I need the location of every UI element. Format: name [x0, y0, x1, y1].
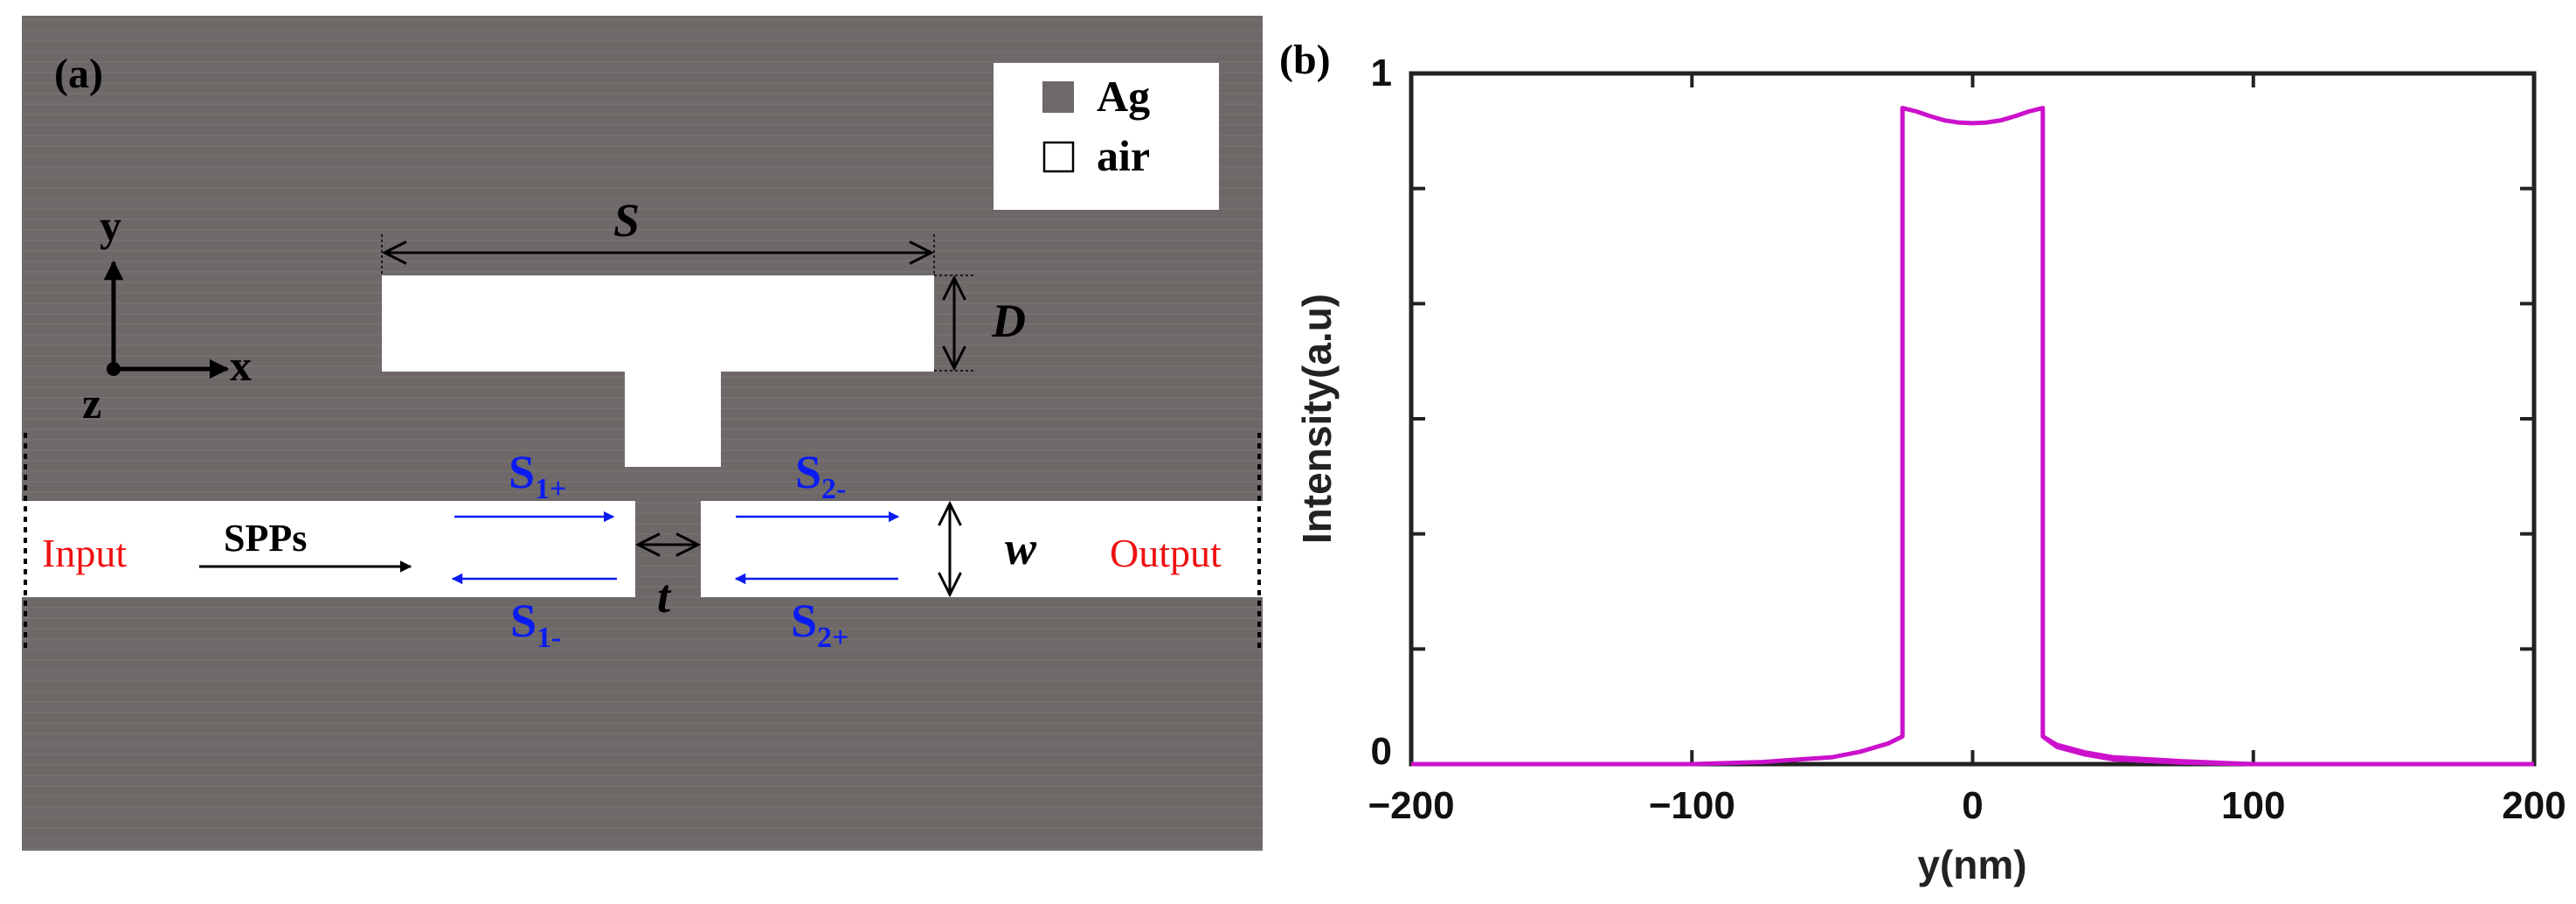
panel-b-label: (b) — [1279, 37, 1331, 83]
axis-ticks — [1409, 72, 2536, 766]
x-tick-label: 100 — [2221, 784, 2285, 827]
stub-resonator-top — [382, 275, 934, 372]
legend: Ag air — [994, 63, 1219, 210]
s-label: S — [613, 194, 640, 247]
y-axis-label: y — [100, 201, 121, 250]
z-axis-dot — [107, 362, 121, 376]
y-tick-label: 0 — [1371, 730, 1392, 773]
s2-minus-label: S2- — [795, 446, 846, 505]
t-label: t — [657, 570, 672, 622]
legend-ag-label: Ag — [1097, 72, 1150, 121]
x-tick-label: 200 — [2502, 784, 2566, 827]
tick-labels: −200 −100 0 100 200 0 1 — [1368, 52, 2566, 827]
legend-box — [994, 63, 1219, 210]
panel-a-label: (a) — [54, 51, 103, 97]
z-axis-label: z — [82, 379, 101, 428]
x-tick-label: 0 — [1962, 784, 1983, 827]
intensity-line-1 — [1411, 106, 2534, 767]
series-lines — [1411, 106, 2534, 767]
s2-plus-label: S2+ — [791, 595, 848, 654]
w-label: w — [1005, 522, 1037, 574]
x-tick-label: −100 — [1649, 784, 1735, 827]
coordinate-axes: y x z — [82, 201, 252, 428]
y-axis-title: Intensity(a.u) — [1294, 294, 1340, 544]
dimension-t: t — [638, 545, 698, 622]
dimension-w: w — [950, 504, 1037, 595]
s1-minus-label: S1- — [510, 595, 561, 654]
dimension-d: D — [934, 275, 1026, 372]
d-label: D — [991, 295, 1026, 347]
spps-label: SPPs — [224, 517, 307, 560]
dimension-s: S — [381, 194, 935, 275]
legend-air-swatch — [1042, 141, 1075, 173]
panel-b: (b) −200 −100 0 100 200 0 1 y(nm) Intensity(a.… — [1279, 37, 2566, 887]
output-label: Output — [1110, 531, 1222, 575]
x-axis-title: y(nm) — [1917, 842, 2026, 887]
panel-a: (a) Ag air y x z S — [22, 16, 1263, 851]
plot-frame — [1409, 71, 2537, 767]
x-axis-label: x — [230, 341, 252, 390]
legend-air-label: air — [1097, 131, 1150, 180]
intensity-line-2 — [2041, 734, 2254, 767]
stub-neck — [625, 371, 721, 467]
input-label: Input — [42, 531, 127, 575]
legend-ag-swatch — [1042, 81, 1074, 113]
y-tick-label: 1 — [1371, 52, 1392, 94]
s1-plus-label: S1+ — [509, 446, 566, 505]
x-tick-label: −200 — [1368, 784, 1454, 827]
